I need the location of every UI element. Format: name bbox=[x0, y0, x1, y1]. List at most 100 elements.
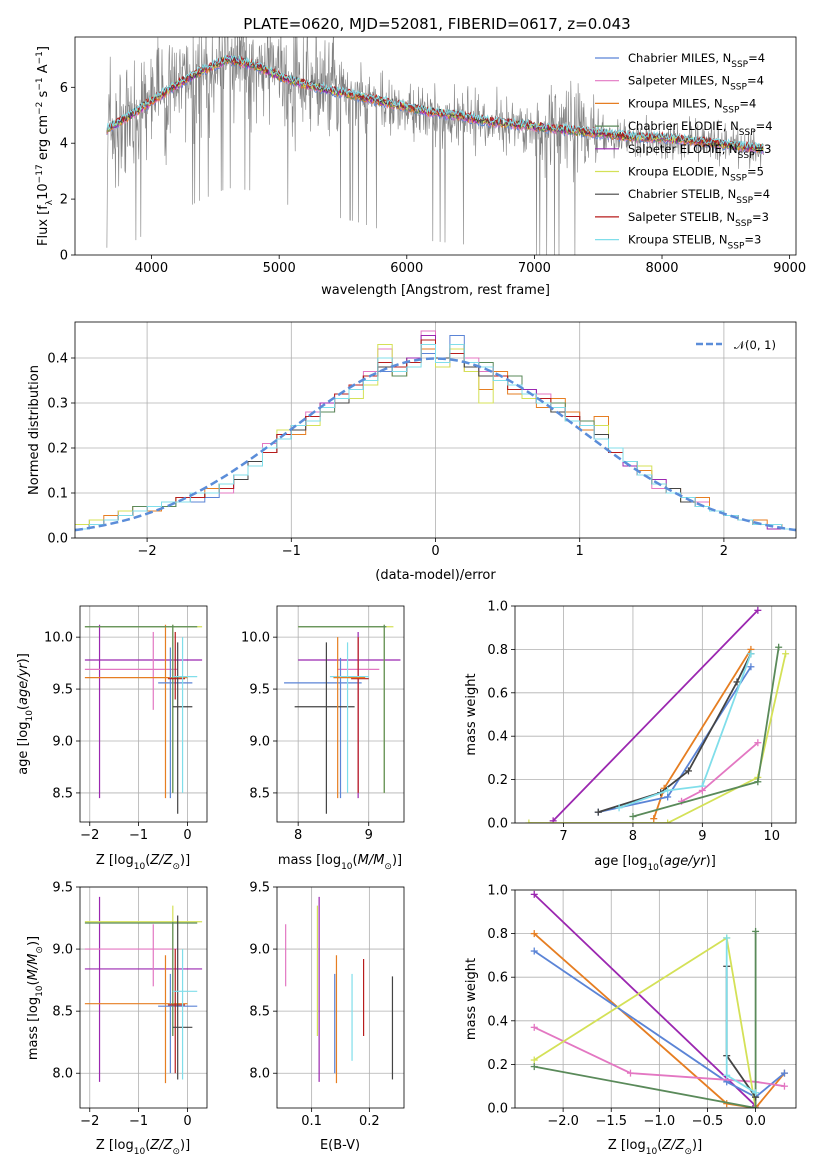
errorbar-point bbox=[84, 955, 188, 1084]
spectrum-frame bbox=[74, 36, 797, 256]
errorbar-point bbox=[294, 642, 355, 814]
spectrum-model-line bbox=[106, 54, 764, 151]
residuals-xlabel: (data-model)/error bbox=[375, 568, 496, 583]
x-tick-label: 4000 bbox=[135, 261, 168, 276]
mass-weight-marker bbox=[530, 930, 538, 938]
spectrum-xlabel: wavelength [Angstrom, rest frame] bbox=[321, 283, 550, 298]
massweight-vs-Z-axes: −2.0 −1.5 −1.0 −0.5 0.0 0.0 0.2 0.4 0.6 0.8 1.0 bbox=[487, 884, 796, 1129]
mass-weight-marker bbox=[752, 1089, 760, 1097]
mass-weight-marker bbox=[782, 650, 790, 658]
mass-vs-EBV-plot-area bbox=[285, 896, 394, 1084]
x-tick-label: 0.1 bbox=[301, 1114, 322, 1129]
y-tick-label: 0.2 bbox=[487, 773, 508, 788]
x-tick-label: 10 bbox=[763, 829, 780, 844]
x-tick-label: −1.5 bbox=[595, 1114, 627, 1129]
residuals-ylabel: Normed distribution bbox=[27, 365, 42, 495]
mass-weight-marker bbox=[530, 1063, 538, 1071]
legend-entry: Chabrier MILES, NSSP=4 bbox=[628, 51, 765, 70]
y-tick-label: 0.2 bbox=[487, 1058, 508, 1073]
age-vs-mass-plot-area bbox=[284, 624, 401, 814]
errorbar-point bbox=[84, 924, 178, 987]
y-tick-label: 8.5 bbox=[249, 786, 270, 801]
residuals-frame bbox=[74, 321, 797, 539]
age-vs-mass-axes: 8 9 8.5 9.0 9.5 10.0 bbox=[241, 606, 404, 843]
errorbar-point bbox=[172, 949, 198, 1080]
errorbar-point bbox=[84, 921, 198, 1036]
y-tick-label: 4 bbox=[60, 137, 68, 152]
x-tick-label: 0.0 bbox=[745, 1114, 766, 1129]
x-tick-label: 0 bbox=[183, 1114, 191, 1129]
y-tick-label: 9.5 bbox=[52, 881, 73, 896]
mass-weight-marker bbox=[775, 643, 783, 651]
mass-weight-line bbox=[552, 609, 759, 822]
y-tick-label: 0.8 bbox=[487, 927, 508, 942]
y-tick-label: 9.0 bbox=[52, 943, 73, 958]
spectrum-axes: 4000 5000 6000 7000 8000 9000 0 2 4 6 bbox=[60, 81, 806, 276]
x-tick-label: −1.0 bbox=[644, 1114, 676, 1129]
x-tick-label: −0.5 bbox=[692, 1114, 724, 1129]
x-tick-label: 0 bbox=[183, 828, 191, 843]
mass-weight-marker bbox=[594, 808, 602, 816]
errorbar-point bbox=[84, 624, 203, 793]
mass-weight-line bbox=[534, 931, 757, 1108]
residuals-legend: 𝒩(0, 1) bbox=[696, 338, 776, 352]
mass-weight-marker bbox=[780, 1069, 788, 1077]
mass-weight-marker bbox=[780, 1082, 788, 1090]
legend-entry: Kroupa STELIB, NSSP=3 bbox=[628, 233, 761, 252]
mass-weight-marker bbox=[747, 663, 755, 671]
x-tick-label: 8000 bbox=[645, 261, 678, 276]
y-tick-label: 8.0 bbox=[249, 1067, 270, 1082]
y-tick-label: 9.0 bbox=[249, 735, 270, 750]
x-tick-label: −2 bbox=[80, 1114, 99, 1129]
x-tick-label: 2 bbox=[720, 544, 728, 559]
mass-weight-line bbox=[618, 653, 752, 809]
x-tick-label: −1 bbox=[282, 544, 301, 559]
y-tick-label: 9.0 bbox=[52, 735, 73, 750]
mass-vs-EBV-frame bbox=[276, 886, 405, 1109]
errorbar-point bbox=[351, 637, 369, 793]
errorbar-point bbox=[172, 637, 198, 793]
mass-vs-Z-frame bbox=[79, 886, 208, 1109]
age-vs-mass-frame bbox=[276, 605, 405, 823]
errorbar-point bbox=[84, 624, 198, 793]
mass-weight-marker bbox=[684, 767, 692, 775]
y-tick-label: 0.0 bbox=[47, 532, 68, 547]
x-tick-label: 1 bbox=[576, 544, 584, 559]
y-tick-label: 0.1 bbox=[47, 487, 68, 502]
spectrum-model-line bbox=[106, 54, 764, 150]
mass-weight-marker bbox=[626, 1069, 634, 1077]
y-tick-label: 9.5 bbox=[249, 683, 270, 698]
mass-weight-marker bbox=[664, 819, 672, 823]
x-tick-label: 7 bbox=[559, 829, 567, 844]
legend-entry: Kroupa ELODIE, NSSP=5 bbox=[628, 165, 764, 184]
massweight-vs-age-frame bbox=[514, 605, 797, 824]
spectrum-legend: Chabrier MILES, NSSP=4 Salpeter MILES, NS… bbox=[595, 51, 773, 252]
y-tick-label: 1.0 bbox=[487, 600, 508, 615]
mass-weight-marker bbox=[549, 817, 557, 823]
mass-weight-marker bbox=[723, 934, 731, 942]
y-tick-label: 10.0 bbox=[44, 631, 73, 646]
errorbar-point bbox=[84, 624, 203, 799]
mass-weight-line bbox=[598, 653, 752, 813]
legend-entry: Salpeter MILES, NSSP=4 bbox=[628, 74, 764, 93]
mass-vs-Z-plot-area bbox=[84, 896, 203, 1084]
spectrum-model-line bbox=[106, 54, 764, 150]
x-tick-label: 8 bbox=[294, 828, 302, 843]
y-tick-label: 0.6 bbox=[487, 686, 508, 701]
y-tick-label: 0.4 bbox=[487, 1014, 508, 1029]
mass-weight-line bbox=[632, 647, 780, 818]
age-vs-Z-frame bbox=[79, 605, 208, 823]
age-vs-Z-axes: −2 −1 0 8.5 9.0 9.5 10.0 bbox=[44, 606, 207, 843]
y-tick-label: 0.3 bbox=[47, 397, 68, 412]
x-tick-label: 7000 bbox=[518, 261, 551, 276]
mass-weight-marker bbox=[754, 739, 762, 747]
mass-weight-marker bbox=[664, 793, 672, 801]
mass-weight-line bbox=[533, 950, 786, 1099]
mass-weight-marker bbox=[530, 947, 538, 955]
massweight-vs-Z-xlabel: Z [log10(Z/Z⊙)] bbox=[608, 1138, 702, 1157]
mass-vs-Z-xlabel: Z [log10(Z/Z⊙)] bbox=[96, 1138, 190, 1157]
mass-weight-line bbox=[533, 1026, 785, 1088]
x-tick-label: 0.2 bbox=[359, 1114, 380, 1129]
spectrum-plot-area bbox=[106, 37, 765, 255]
mass-weight-marker bbox=[664, 786, 672, 794]
